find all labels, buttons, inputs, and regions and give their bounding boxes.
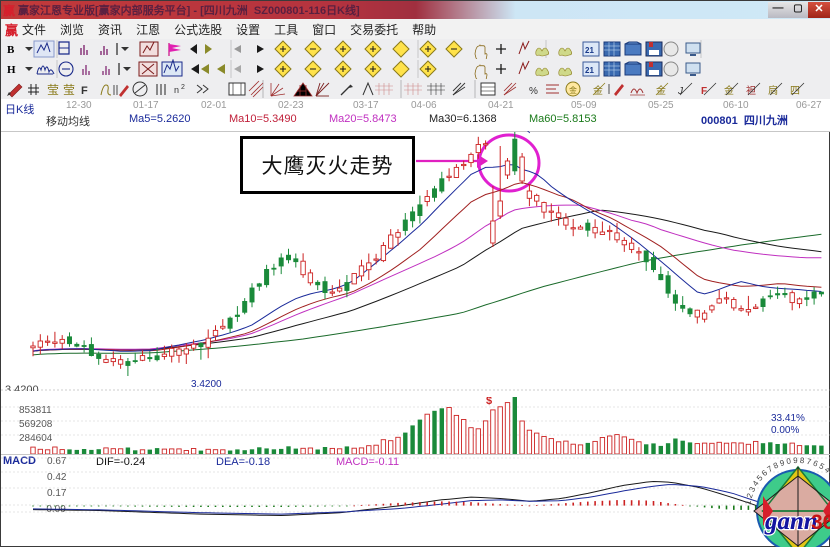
svg-text:莹: 莹 <box>63 83 75 97</box>
svg-text:扃: 扃 <box>768 84 778 97</box>
svg-text:袒: 袒 <box>746 84 756 97</box>
svg-text:gann: gann <box>764 508 818 535</box>
svg-text:H: H <box>7 64 16 76</box>
svg-text:F: F <box>81 85 88 97</box>
svg-text:360: 360 <box>811 511 830 534</box>
svg-text:莹: 莹 <box>47 83 59 97</box>
svg-text:2: 2 <box>181 84 185 91</box>
svg-text:21: 21 <box>585 46 594 55</box>
svg-text:n: n <box>174 85 179 95</box>
svg-text:金: 金 <box>724 84 734 97</box>
svg-text:金: 金 <box>569 85 577 95</box>
svg-text:21: 21 <box>585 66 594 75</box>
svg-text:B: B <box>7 44 15 56</box>
svg-text:F: F <box>701 86 707 97</box>
svg-text:%: % <box>529 86 538 97</box>
